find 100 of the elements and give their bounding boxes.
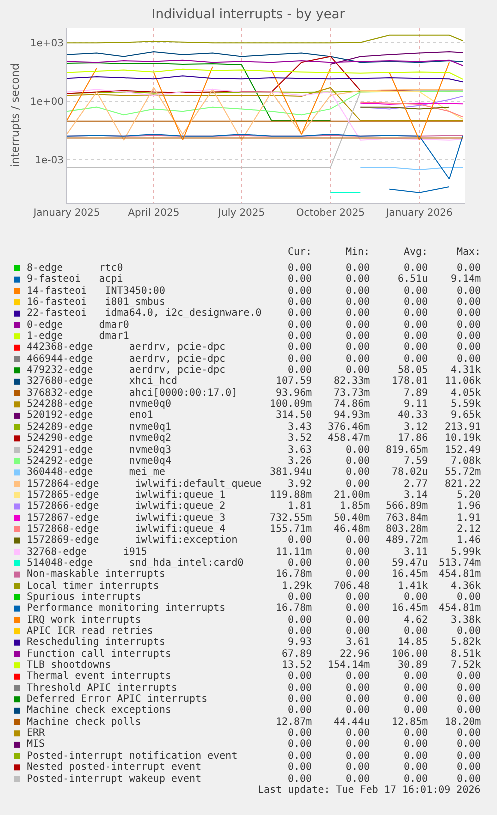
- text: 10.19k: [445, 433, 482, 444]
- text: 0.00: [457, 263, 482, 274]
- text: 513.74m: [439, 558, 482, 569]
- text: 314.50: [276, 410, 312, 421]
- text: 0.00: [457, 694, 482, 705]
- text: 9.93: [288, 637, 312, 648]
- text: 22.96: [340, 649, 370, 660]
- text: 0.00: [457, 320, 482, 331]
- legend-label: 1572866-edge iwlwifi:queue_2: [27, 501, 226, 512]
- text: 0.00: [346, 467, 370, 478]
- text: 5.99k: [451, 547, 482, 558]
- legend-label: MIS: [27, 739, 46, 750]
- text: 3.26: [288, 456, 312, 467]
- text: 2.77: [404, 479, 428, 490]
- text: 0.00: [346, 762, 370, 773]
- x-tick-label: January 2026: [385, 208, 453, 219]
- text: 489.72m: [386, 535, 428, 546]
- text: 0.00: [346, 445, 370, 456]
- y-axis-title: interrupts / second: [9, 64, 22, 168]
- text: 0.00: [404, 308, 428, 319]
- legend-label: 524288-edge nvme0q0: [27, 399, 172, 410]
- text: 0.00: [288, 694, 312, 705]
- text: 0.00: [404, 705, 428, 716]
- text: 0.00: [457, 342, 482, 353]
- text: 0.00: [346, 365, 370, 376]
- text: 0.00: [404, 728, 428, 739]
- text: 3.63: [288, 445, 312, 456]
- text: 458.47m: [328, 433, 370, 444]
- text: 0.00: [288, 286, 312, 297]
- legend-label: Non-maskable interrupts: [27, 569, 166, 580]
- text: 0.00: [288, 342, 312, 353]
- text: 0.00: [346, 683, 370, 694]
- text: 0.00: [457, 774, 482, 785]
- text: 0.00: [346, 558, 370, 569]
- legend-label: Nested posted-interrupt event: [27, 762, 202, 773]
- text: 3.12: [404, 422, 428, 433]
- text: 0.00: [288, 728, 312, 739]
- text: 1.96: [457, 501, 482, 512]
- legend-label: 1572869-edge iwlwifi:exception: [27, 535, 238, 546]
- text: 0.00: [404, 342, 428, 353]
- legend-label: 442368-edge aerdrv, pcie-dpc: [27, 342, 226, 353]
- legend-label: Local timer interrupts: [27, 581, 160, 592]
- text: 0.00: [404, 354, 428, 365]
- text: 100.09m: [270, 399, 312, 410]
- text: 0.00: [404, 320, 428, 331]
- text: 178.01: [392, 376, 428, 387]
- text: 4.62: [404, 615, 428, 626]
- text: 0.00: [346, 569, 370, 580]
- text: Cur:: [288, 247, 312, 258]
- text: 763.84m: [386, 513, 428, 524]
- text: 1.91: [457, 513, 482, 524]
- legend-label: Function call interrupts: [27, 649, 172, 660]
- text: 7.08k: [451, 456, 482, 467]
- text: 2.12: [457, 524, 482, 535]
- text: 566.89m: [386, 501, 428, 512]
- text: 376.46m: [328, 422, 370, 433]
- text: 213.91: [445, 422, 482, 433]
- text: 0.00: [457, 762, 482, 773]
- text: 155.71m: [270, 524, 312, 535]
- text: 0.00: [288, 365, 312, 376]
- legend-label: 32768-edge i915: [27, 547, 148, 558]
- text: 0.00: [404, 774, 428, 785]
- legend-label: 466944-edge aerdrv, pcie-dpc: [27, 354, 226, 365]
- text: 0.00: [457, 331, 482, 342]
- text: 0.00: [457, 354, 482, 365]
- text: 50.40m: [334, 513, 370, 524]
- text: 0.00: [288, 592, 312, 603]
- text: 5.59k: [451, 399, 482, 410]
- text: 0.00: [404, 683, 428, 694]
- text: 0.00: [288, 308, 312, 319]
- text: 1.85m: [340, 501, 370, 512]
- text: 0.00: [288, 751, 312, 762]
- text: 5.20: [457, 490, 482, 501]
- text: 1.41k: [398, 581, 428, 592]
- text: 154.14m: [328, 660, 370, 671]
- text: 16.45m: [392, 603, 428, 614]
- text: 40.33: [398, 410, 428, 421]
- text: 0.00: [457, 592, 482, 603]
- text: Last update: Tue Feb 17 16:01:09 2026: [258, 785, 481, 796]
- text: 12.85m: [392, 717, 428, 728]
- text: 0.00: [404, 626, 428, 637]
- text: 0.00: [346, 342, 370, 353]
- legend-label: Machine check polls: [27, 717, 142, 728]
- text: 454.81m: [439, 603, 482, 614]
- text: 3.38k: [451, 615, 482, 626]
- text: 0.00: [346, 263, 370, 274]
- text: 0.00: [288, 535, 312, 546]
- text: 4.31k: [451, 365, 482, 376]
- text: 0.00: [457, 297, 482, 308]
- text: 1.46: [457, 535, 482, 546]
- y-tick-label: 1e-03: [35, 155, 64, 166]
- y-tick-label: 1e+03: [30, 38, 64, 50]
- text: 44.44u: [334, 717, 370, 728]
- text: 0.00: [404, 286, 428, 297]
- text: 3.52: [288, 433, 312, 444]
- text: 0.00: [404, 671, 428, 682]
- text: 0.00: [346, 274, 370, 285]
- text: 21.00m: [334, 490, 370, 501]
- text: 59.47u: [392, 558, 428, 569]
- text: 5.82k: [451, 637, 482, 648]
